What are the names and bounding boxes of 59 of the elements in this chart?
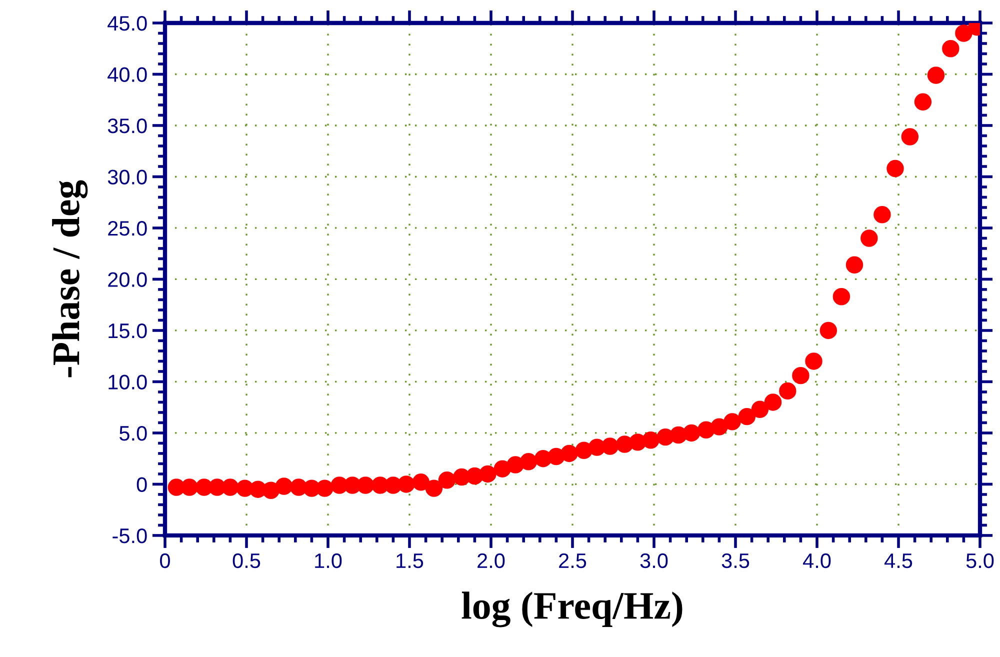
x-tick-label: 0.5 [232, 553, 260, 568]
point [724, 413, 741, 430]
y-tick-label: 10.0 [108, 374, 147, 390]
x-tick-label: 1.5 [396, 554, 424, 568]
point [398, 476, 415, 493]
point [222, 478, 239, 496]
point [792, 366, 810, 384]
x-axis-title: log (Freq/Hz) [462, 592, 682, 628]
x-tick-label: 3.0 [640, 553, 668, 568]
point [425, 480, 443, 497]
x-tick-label: 5.0 [966, 553, 994, 568]
point [860, 230, 878, 247]
point [846, 256, 864, 274]
y-tick-label: 45.0 [108, 16, 147, 31]
x-tick-label: 1.0 [315, 553, 342, 568]
y-tick-label: 30.0 [108, 170, 147, 184]
point [779, 382, 796, 400]
point [886, 160, 904, 178]
point [275, 478, 293, 495]
point [738, 408, 756, 426]
point [942, 40, 960, 58]
point [955, 24, 972, 42]
y-tick-label: 40.0 [108, 67, 147, 82]
x-tick-label: 3.5 [722, 553, 750, 568]
y-tick-label: 15.0 [108, 323, 147, 338]
y-tick-label: 5.0 [120, 426, 147, 441]
point [262, 482, 280, 499]
point [560, 444, 578, 462]
point [479, 465, 496, 483]
point [764, 394, 782, 411]
point [494, 460, 512, 478]
y-axis-title: -Phase / deg [52, 180, 88, 378]
point [914, 93, 932, 111]
point [901, 128, 919, 146]
point [820, 322, 838, 340]
point [927, 66, 945, 84]
point [180, 478, 198, 496]
y-tick-label: 0 [136, 477, 147, 492]
point [751, 400, 769, 418]
point [682, 424, 700, 442]
point [805, 352, 822, 370]
y-tick-label: -5.0 [112, 528, 147, 544]
point [642, 432, 660, 449]
y-tick-label: 25.0 [108, 220, 147, 236]
point [412, 474, 430, 491]
y-tick-label: 35.0 [108, 118, 147, 134]
y-tick-label: 20.0 [108, 272, 147, 287]
x-tick-label: 4.5 [884, 554, 912, 568]
x-tick-label: 2.5 [559, 553, 586, 568]
x-tick-label: 0 [160, 553, 170, 568]
point [316, 480, 334, 497]
point [710, 418, 728, 436]
point [832, 288, 850, 306]
point [874, 206, 891, 224]
point [438, 471, 456, 489]
point [520, 453, 538, 470]
x-tick-label: 2.0 [478, 553, 505, 568]
x-tick-label: 4.0 [803, 553, 831, 568]
point [601, 438, 619, 455]
